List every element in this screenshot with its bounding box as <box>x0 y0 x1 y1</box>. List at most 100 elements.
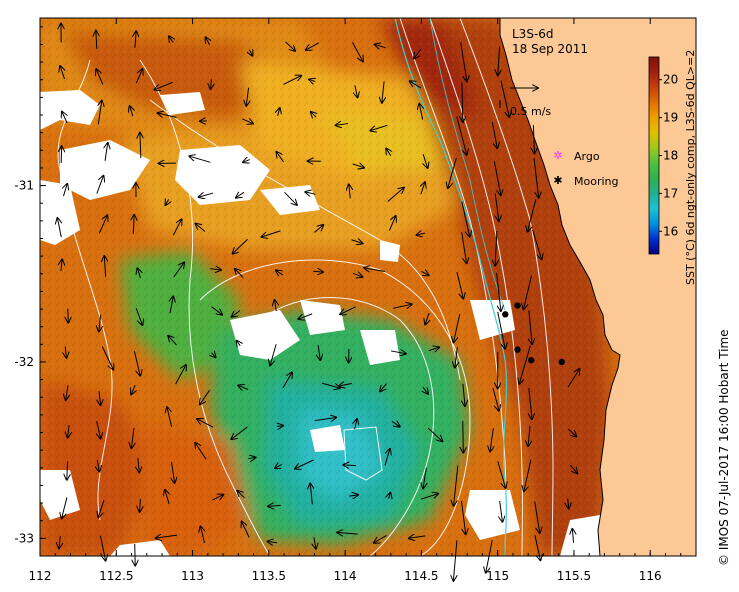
current-vector <box>314 417 337 420</box>
current-vector <box>195 443 207 460</box>
current-vector <box>305 192 316 194</box>
product-label: L3S-6d <box>512 27 554 41</box>
current-vector <box>352 42 362 61</box>
current-vector <box>389 493 391 499</box>
current-vector <box>140 133 141 159</box>
current-vector <box>63 184 67 197</box>
current-vector <box>461 201 470 237</box>
current-vector <box>235 269 244 278</box>
mooring-point <box>558 358 565 366</box>
current-vector <box>211 79 212 89</box>
current-vector <box>268 541 278 542</box>
current-vector <box>295 459 314 469</box>
current-vector <box>529 387 532 419</box>
current-vector <box>339 383 352 386</box>
colorbar-tick-label: 20 <box>663 73 678 87</box>
current-vector <box>309 79 315 81</box>
current-vector <box>96 69 104 85</box>
current-vector <box>275 464 283 468</box>
current-vector <box>285 41 296 51</box>
current-vector <box>321 382 340 388</box>
current-vector <box>105 143 108 161</box>
y-tick-label: -31 <box>14 179 34 193</box>
current-vector <box>534 501 540 533</box>
current-vector <box>212 495 223 501</box>
mooring-marker-icon: ✱ <box>553 174 562 187</box>
current-vector <box>60 66 64 80</box>
current-vector <box>448 157 457 188</box>
current-vector <box>200 389 211 404</box>
current-vector <box>67 461 68 480</box>
current-vector <box>528 426 530 446</box>
current-vector <box>351 240 362 244</box>
x-tick-label: 114.5 <box>404 569 438 583</box>
current-vector <box>210 269 221 270</box>
current-vector <box>278 108 280 117</box>
current-vector <box>248 457 255 458</box>
current-vector <box>390 351 406 354</box>
current-vector <box>172 461 175 483</box>
current-vector <box>419 104 422 120</box>
current-vector <box>453 540 456 581</box>
current-vector <box>386 149 391 156</box>
current-vector <box>242 119 253 124</box>
current-vector <box>276 152 284 163</box>
colorbar-gradient <box>649 57 659 254</box>
current-vector <box>423 386 428 394</box>
current-vector <box>243 160 250 163</box>
current-vector <box>460 500 465 534</box>
current-vector <box>62 112 67 124</box>
current-vectors <box>57 23 579 580</box>
current-vector <box>393 304 411 308</box>
current-vector <box>167 407 173 427</box>
current-vector <box>491 121 497 148</box>
current-vector <box>425 312 429 325</box>
current-vector <box>237 491 245 499</box>
current-vector <box>349 184 351 199</box>
current-vector <box>196 224 206 232</box>
colorbar-tick-label: 18 <box>663 149 678 163</box>
colorbar-title: SST (°C) 6d ngt-only comp, L3S-6d QL>=2 <box>684 50 697 285</box>
current-vector <box>133 215 134 234</box>
current-vector <box>68 425 69 437</box>
current-vector <box>249 50 252 56</box>
current-vector <box>197 419 214 428</box>
current-vector <box>135 69 142 84</box>
x-tick-label: 113.5 <box>252 569 286 583</box>
current-vector <box>131 384 135 394</box>
current-vector <box>104 256 105 277</box>
current-vector <box>410 81 422 89</box>
x-tick-label: 115 <box>486 569 509 583</box>
current-vector <box>311 112 316 117</box>
current-vector <box>135 31 136 48</box>
current-vector <box>65 346 66 357</box>
current-vector <box>173 262 184 278</box>
credit-label: © IMOS 07-Jul-2017 16:00 Hobart Time <box>717 329 731 566</box>
current-vector <box>336 124 349 126</box>
current-vector <box>275 300 277 312</box>
current-vector <box>380 383 387 392</box>
current-vector <box>131 427 134 448</box>
current-vector <box>523 275 533 309</box>
current-vector <box>428 347 439 350</box>
current-vector <box>165 490 169 504</box>
current-vector <box>382 81 384 103</box>
current-vector <box>270 344 277 365</box>
legend-item-mooring: ✱ Mooring <box>553 174 618 188</box>
current-vector <box>533 125 534 153</box>
mooring-point <box>528 357 535 364</box>
current-vector <box>495 193 499 222</box>
mooring-markers <box>502 302 565 366</box>
current-vector <box>496 273 501 311</box>
current-vector <box>498 46 500 76</box>
current-vector <box>211 306 223 315</box>
current-vector <box>282 373 292 389</box>
current-vector <box>156 535 178 538</box>
legend-label-mooring: Mooring <box>574 175 618 188</box>
current-vector <box>524 459 532 492</box>
x-tick-label: 112 <box>29 569 52 583</box>
current-vector <box>423 154 427 168</box>
current-vector <box>340 306 356 314</box>
land-area <box>499 18 696 556</box>
